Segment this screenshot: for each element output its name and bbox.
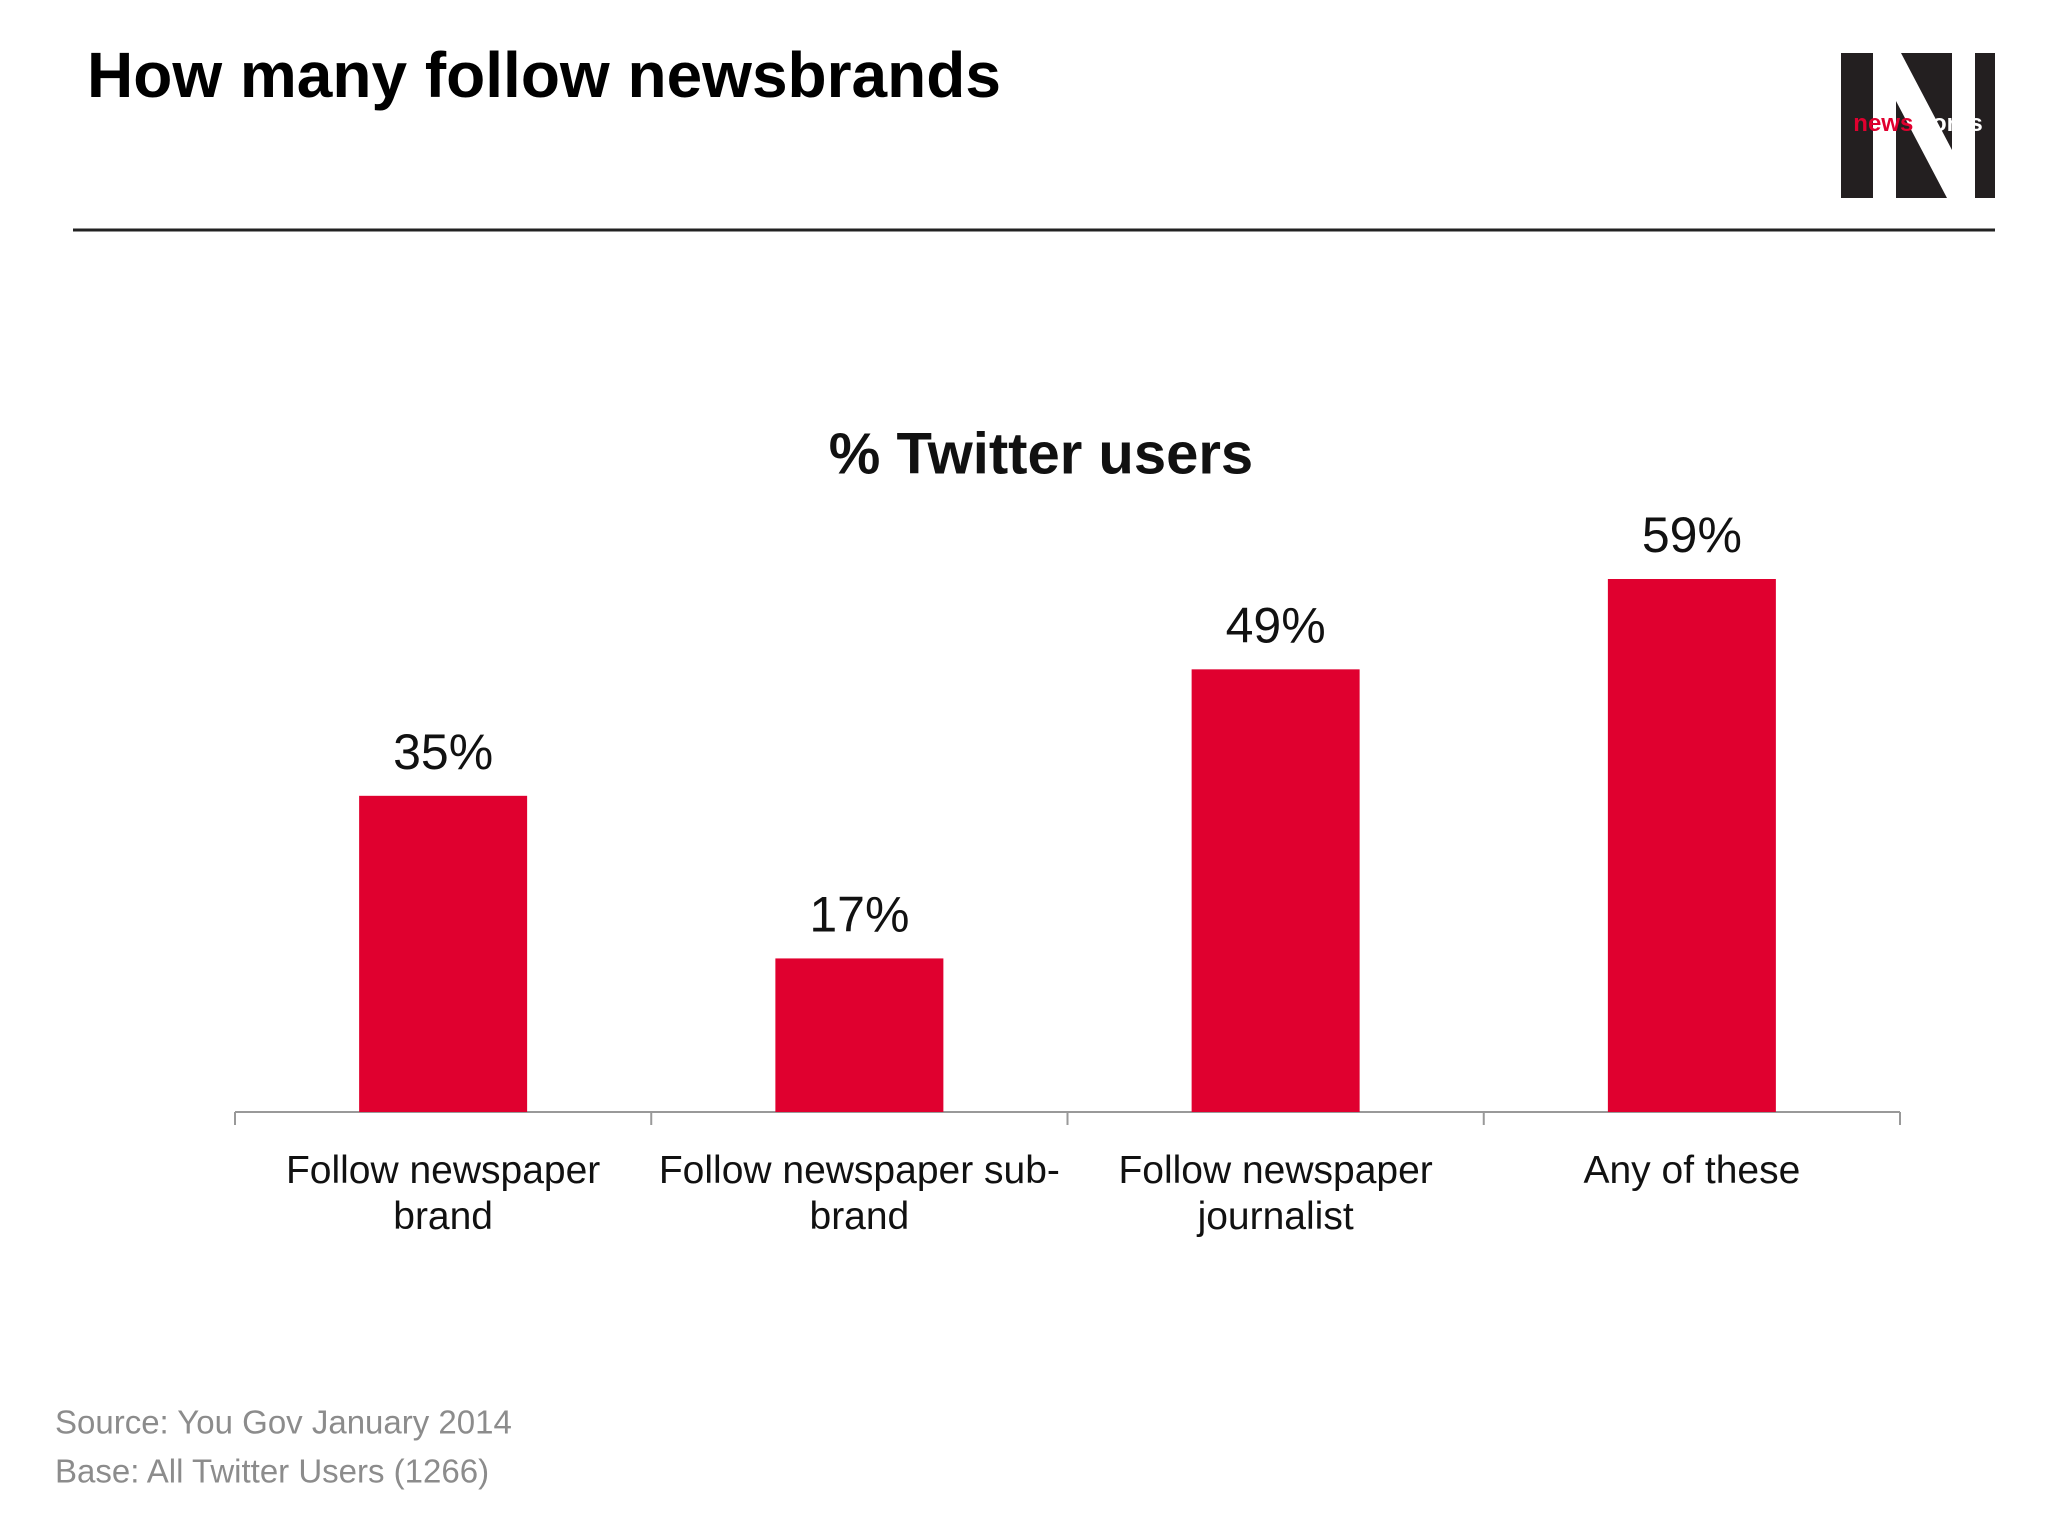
x-tick-label: Any of these [1583, 1149, 1801, 1192]
value-label: 49% [1226, 598, 1326, 654]
bar [1191, 669, 1360, 1112]
logo: newsworks [1841, 53, 1995, 198]
value-label: 35% [393, 724, 493, 780]
logo-n [1873, 53, 1975, 198]
bar [775, 958, 944, 1112]
bar [1607, 579, 1776, 1112]
base-note: Base: All Twitter Users (1266) [55, 1453, 489, 1490]
logo-news: news [1853, 110, 1913, 137]
chart-title: % Twitter users [829, 421, 1253, 486]
slide-title: How many follow newsbrands [87, 39, 1001, 111]
logo-works: works [1912, 110, 1982, 137]
value-label: 17% [809, 887, 909, 943]
bar [359, 795, 528, 1112]
x-tick-label: Follow newspaper journalist [1118, 1149, 1433, 1238]
x-tick-label: Follow newspaper brand [285, 1149, 601, 1238]
value-label: 59% [1642, 507, 1742, 563]
logo-text: newsworks [1853, 110, 1982, 137]
source-note: Source: You Gov January 2014 [55, 1404, 512, 1441]
x-tick-label: Follow newspaper sub-brand [658, 1149, 1060, 1238]
